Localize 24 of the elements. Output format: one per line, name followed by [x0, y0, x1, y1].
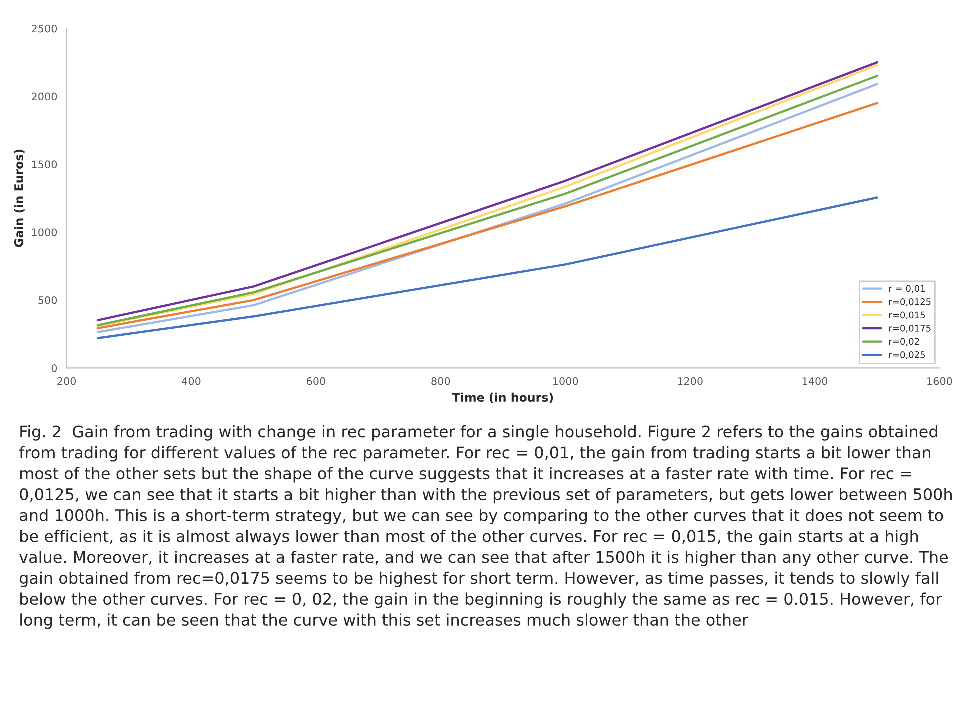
- x-tick-label: 1600: [928, 377, 952, 386]
- x-tick-label: 600: [306, 377, 326, 386]
- x-tick-label: 400: [182, 377, 201, 386]
- legend-label: r=0,0175: [890, 325, 931, 333]
- legend-label: r=0,015: [890, 312, 926, 320]
- x-tick-label: 1400: [802, 377, 828, 386]
- y-tick-label: 0: [52, 364, 58, 372]
- line-series: [96, 196, 878, 340]
- y-tick-label: 1500: [32, 160, 58, 169]
- legend-label: r=0,02: [890, 338, 920, 346]
- x-tick-label: 1200: [678, 377, 703, 386]
- y-tick-label: 2000: [32, 92, 58, 101]
- x-tick-label: 200: [58, 377, 76, 386]
- x-tick-label: 800: [432, 377, 450, 386]
- text: Fig. 2 Gain from trading with change in rec parameter for a single household. Figure 2 refers to the gains obtained from trading for different values of the rec parameter. For rec = 0,01, the gain from trading starts a bit lower than most of the other sets but the shape of the curve suggests that it increases at a faster rate with time. For rec = 0,0125, we can see that it starts a bit higher than with the previous set of parameters, but gets lower between 500h and 1000h. This is a short-term strategy, but we can see by comparing to the other curves that it does not seem to be efficient, as it is almost always lower than most of the other curves. For rec = 0,015, the gain starts at a high value. Moreover, it increases at a faster rate, and we can see that after 1500h it is higher than any other curve. The gain obtained from rec=0,0175 seems to be highest for short term. However, as time passes, it tends to slowly fall below the other curves. For rec = 0, 02, the gain in the beginning is roughly the same as rec = 0.015. However, for long term, it can be seen that the curve with this set increases much slower than the other: [19, 425, 952, 630]
- y-tick-label: 2500: [32, 24, 58, 33]
- y-axis-title: Gain (in Euros): [14, 150, 25, 248]
- x-tick-label: 1000: [553, 377, 578, 386]
- y-tick-label: 1000: [32, 228, 58, 236]
- legend-label: r=0,025: [890, 352, 926, 360]
- x-axis-title: Time (in hours): [452, 392, 554, 404]
- legend-label: r = 0,01: [890, 285, 925, 294]
- legend-label: r=0,0125: [890, 298, 931, 306]
- y-tick-label: 500: [38, 296, 58, 304]
